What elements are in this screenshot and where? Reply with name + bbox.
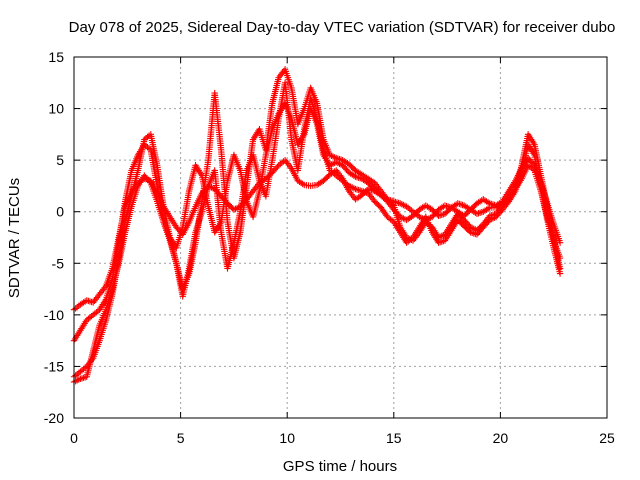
y-axis-title: SDTVAR / TECUs	[6, 178, 23, 298]
chart-title: Day 078 of 2025, Sidereal Day-to-day VTE…	[69, 19, 616, 36]
x-tick-label: 20	[493, 430, 509, 446]
axes: 0 5 10 15 20 25 -20 -15 -10 -5 0 5 10 15	[44, 49, 615, 446]
data-point-track-d	[556, 270, 564, 277]
data-point-track-a	[556, 239, 564, 246]
data-point-track-d	[146, 178, 153, 185]
grid-lines	[74, 57, 607, 418]
y-tick-label: -15	[44, 358, 64, 374]
x-tick-label: 0	[70, 430, 78, 446]
y-tick-label: -20	[44, 410, 64, 426]
x-tick-label: 10	[279, 430, 295, 446]
y-tick-label: 0	[56, 204, 64, 220]
y-tick-label: 15	[48, 49, 64, 65]
y-tick-label: 10	[48, 101, 64, 117]
y-tick-label: -10	[44, 307, 64, 323]
data-point-track-a	[233, 204, 241, 212]
x-tick-label: 15	[386, 430, 402, 446]
plot-frame	[73, 56, 608, 419]
y-tick-label: 5	[56, 152, 64, 168]
x-axis-title: GPS time / hours	[283, 458, 397, 475]
data-point-track-a	[274, 163, 281, 170]
data-marks	[70, 66, 564, 386]
x-tick-label: 5	[177, 430, 185, 446]
x-tick-label: 25	[599, 430, 615, 446]
y-tick-label: -5	[52, 255, 65, 271]
data-point-track-c	[389, 201, 396, 208]
